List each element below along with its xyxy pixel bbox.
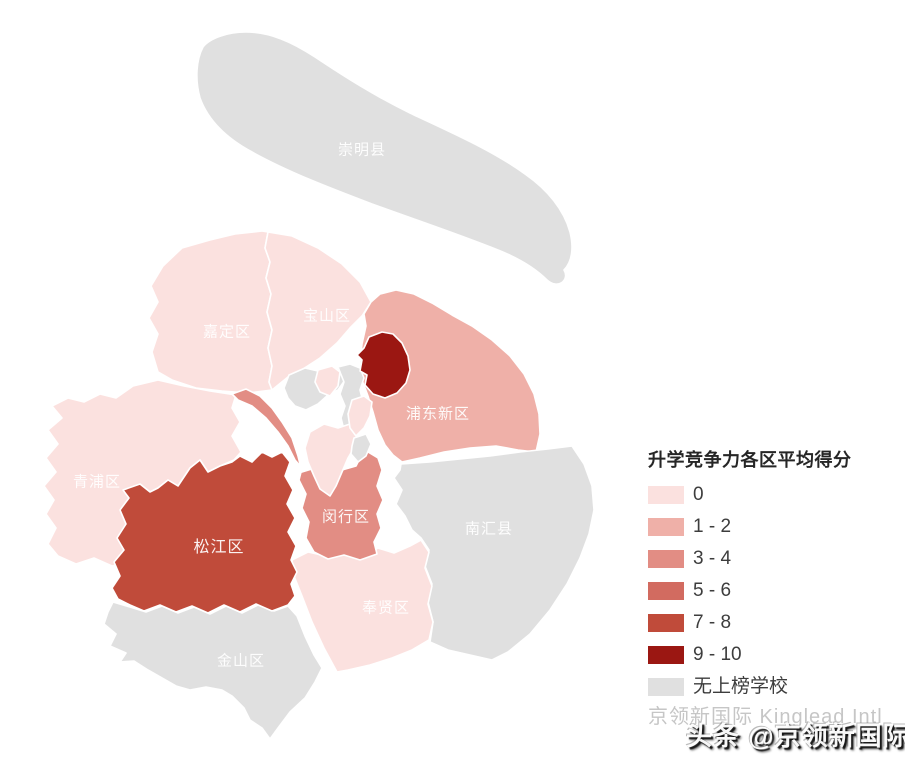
legend-swatch-0 [648,486,684,504]
legend-item: 7 - 8 [648,612,852,633]
district-nanhui [393,445,595,661]
city-center-pink-east [347,395,373,437]
legend-label-1-2: 1 - 2 [693,516,732,537]
district-label-songjiang: 松江区 [193,539,245,556]
district-label-jiading: 嘉定区 [202,323,252,341]
legend-label-no-school: 无上榜学校 [693,676,789,697]
legend-label-3-4: 3 - 4 [693,548,732,569]
district-label-baoshan: 宝山区 [302,307,352,325]
district-minhang [231,388,384,561]
legend-label-5-6: 5 - 6 [693,580,732,601]
district-label-fengxian: 奉贤区 [361,599,411,617]
legend-item: 5 - 6 [648,580,852,601]
legend-swatch-3-4 [648,550,684,568]
district-label-jinshan: 金山区 [216,652,266,670]
city-center-pink-north [314,365,341,397]
city-northeast-region [356,331,411,399]
district-label-nanhui: 南汇县 [464,520,514,538]
legend-swatch-7-8 [648,614,684,632]
district-jinshan [103,601,323,740]
district-jiading [148,230,273,394]
legend-title: 升学竞争力各区平均得分 [648,450,852,470]
legend: 升学竞争力各区平均得分 0 1 - 2 3 - 4 5 - 6 7 - 8 9 … [648,446,852,696]
legend-swatch-5-6 [648,582,684,600]
legend-swatch-no-school [648,678,684,696]
legend-label-7-8: 7 - 8 [693,612,732,633]
city-center-pink-southwest [304,423,359,497]
district-label-minhang: 闵行区 [321,508,371,526]
legend-item: 无上榜学校 [648,676,852,697]
legend-item: 1 - 2 [648,516,852,537]
legend-swatch-9-10 [648,646,684,664]
legend-label-9-10: 9 - 10 [693,644,742,665]
legend-swatch-1-2 [648,518,684,536]
legend-item: 9 - 10 [648,644,852,665]
legend-item: 3 - 4 [648,548,852,569]
district-label-pudong: 浦东新区 [405,405,471,423]
district-label-qingpu: 青浦区 [72,473,122,491]
legend-item: 0 [648,484,852,505]
legend-label-0: 0 [693,484,704,505]
district-label-chongming: 崇明县 [337,141,387,159]
district-chongming [196,31,573,285]
district-songjiang [111,451,298,614]
watermark-toutiao: 头条 @京领新国际 [686,721,905,751]
city-center-gray-south [350,433,372,463]
watermark-site: 京领新国际 Kinglead Intl [648,706,883,728]
